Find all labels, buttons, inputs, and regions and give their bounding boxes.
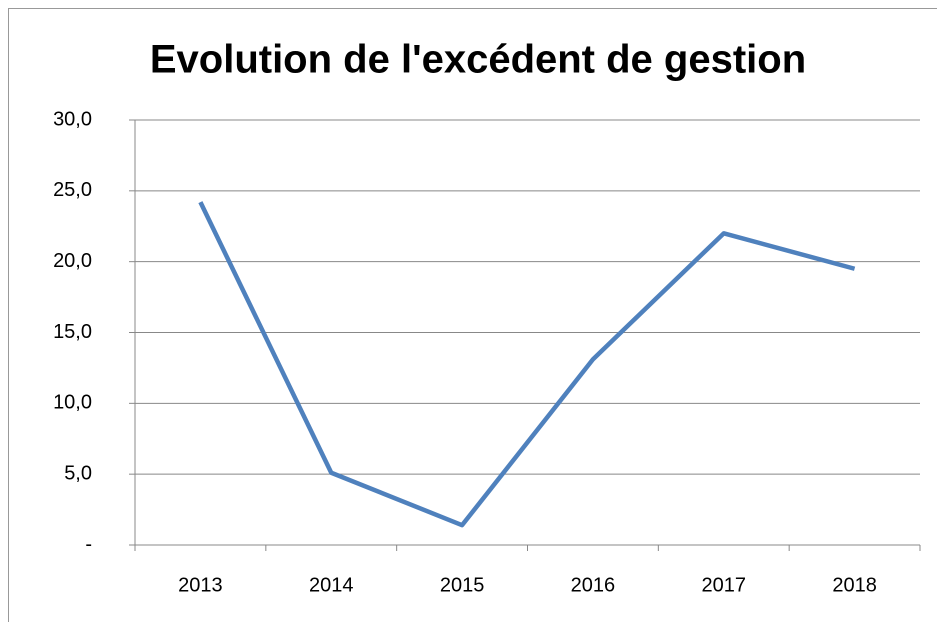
chart-title: Evolution de l'excédent de gestion (150, 38, 806, 82)
y-tick-label: 25,0 (53, 179, 92, 201)
y-tick-label: 30,0 (53, 108, 92, 130)
y-tick-label: 10,0 (53, 392, 92, 414)
x-tick-label: 2015 (440, 574, 485, 596)
x-tick-label: 2018 (832, 574, 877, 596)
y-tick-label: - (85, 533, 92, 555)
chart-border (8, 8, 937, 622)
y-tick-label: 20,0 (53, 250, 92, 272)
x-tick-label: 2014 (309, 574, 354, 596)
x-tick-label: 2017 (702, 574, 747, 596)
y-tick-label: 5,0 (64, 462, 92, 484)
data-line (198, 201, 856, 528)
x-tick-label: 2016 (571, 574, 616, 596)
x-tick-label: 2013 (178, 574, 223, 596)
y-tick-label: 15,0 (53, 321, 92, 343)
